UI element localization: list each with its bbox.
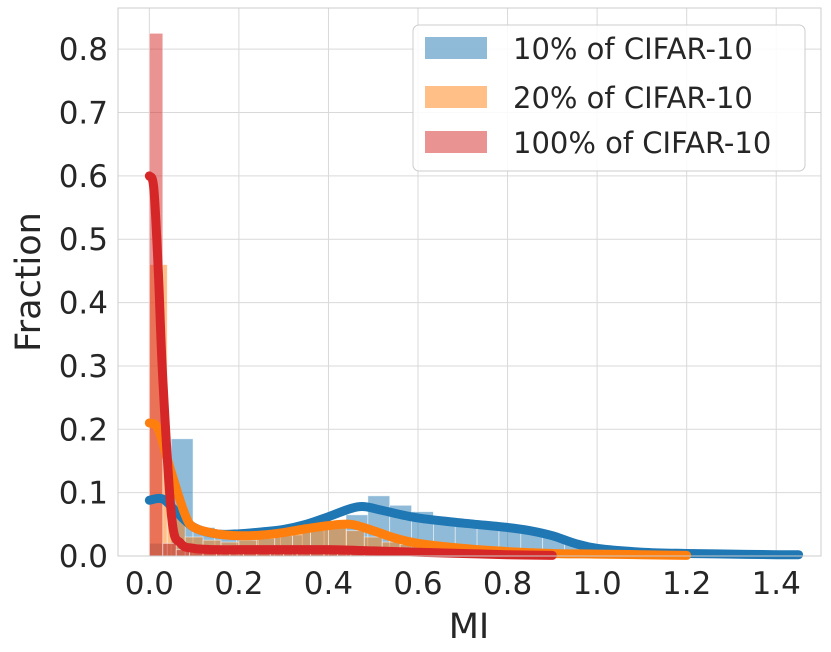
y-tick-label: 0.6 xyxy=(59,159,108,195)
legend-frame xyxy=(412,24,806,172)
legend-label-20: 20% of CIFAR-10 xyxy=(513,81,753,115)
x-tick-label: 1.2 xyxy=(662,566,711,602)
hist-bar-series-2 xyxy=(162,542,177,557)
x-tick-label: 0.4 xyxy=(304,566,353,602)
x-axis-ticks: 0.0 0.2 0.4 0.6 0.8 1.0 1.2 1.4 xyxy=(125,566,801,602)
y-tick-label: 0.4 xyxy=(59,286,108,322)
legend-label-10: 10% of CIFAR-10 xyxy=(513,32,753,66)
legend-swatch-100 xyxy=(425,131,487,153)
y-tick-label: 0.2 xyxy=(59,412,108,448)
plot-frame xyxy=(117,7,822,557)
y-tick-label: 0.1 xyxy=(59,476,108,512)
x-tick-label: 0.0 xyxy=(125,566,174,602)
y-tick-label: 0.5 xyxy=(59,222,108,258)
x-tick-label: 0.8 xyxy=(483,566,532,602)
legend-swatch-10 xyxy=(425,37,487,59)
x-tick-label: 1.0 xyxy=(572,566,621,602)
legend-swatch-20 xyxy=(425,86,487,108)
legend-label-100: 100% of CIFAR-10 xyxy=(513,126,771,160)
y-tick-label: 0.3 xyxy=(59,349,108,385)
kde-lines xyxy=(144,171,804,560)
x-tick-label: 0.6 xyxy=(393,566,442,602)
legend: 10% of CIFAR-10 20% of CIFAR-10 100% of … xyxy=(412,24,806,172)
y-tick-label: 0.0 xyxy=(59,539,108,575)
y-tick-label: 0.7 xyxy=(59,96,108,132)
kde-line-series-2 xyxy=(144,171,557,560)
y-axis-ticks: 0.0 0.1 0.2 0.3 0.4 0.5 0.6 0.7 0.8 xyxy=(59,32,108,575)
x-tick-label: 0.2 xyxy=(214,566,263,602)
y-axis-label: Fraction xyxy=(9,212,49,352)
y-tick-label: 0.8 xyxy=(59,32,108,68)
x-axis-label: MI xyxy=(449,607,490,647)
x-tick-label: 1.4 xyxy=(752,566,801,602)
